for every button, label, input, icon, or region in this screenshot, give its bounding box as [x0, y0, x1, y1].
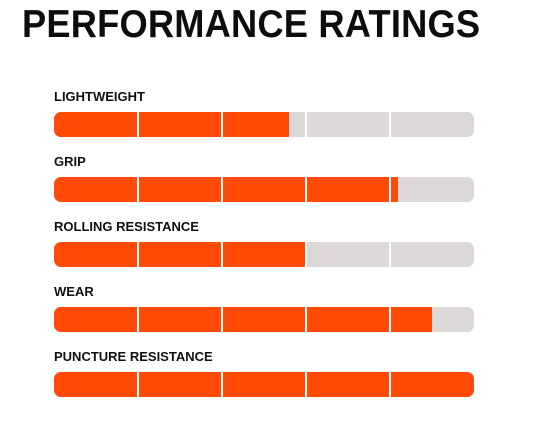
segment-divider [389, 242, 391, 267]
segment-divider [221, 307, 223, 332]
rating-rolling-resistance: ROLLING RESISTANCE [54, 218, 474, 283]
segment-divider [305, 307, 307, 332]
segment-divider [221, 242, 223, 267]
segment-divider [305, 177, 307, 202]
segment-divider [137, 242, 139, 267]
segment-divider [305, 242, 307, 267]
rating-label-lightweight: LIGHTWEIGHT [54, 89, 145, 104]
segment-divider [221, 372, 223, 397]
segment-divider [137, 372, 139, 397]
segment-divider [305, 112, 307, 137]
rating-wear: WEAR [54, 283, 474, 348]
segment-divider [389, 307, 391, 332]
rating-label-puncture-resistance: PUNCTURE RESISTANCE [54, 349, 213, 364]
rating-lightweight: LIGHTWEIGHT [54, 88, 474, 153]
segment-divider [221, 112, 223, 137]
rating-grip: GRIP [54, 153, 474, 218]
segment-divider [137, 307, 139, 332]
segment-divider [389, 112, 391, 137]
rating-label-wear: WEAR [54, 284, 94, 299]
rating-puncture-resistance: PUNCTURE RESISTANCE [54, 348, 474, 413]
rating-fill-wear [54, 307, 432, 332]
rating-fill-lightweight [54, 112, 290, 137]
rating-fill-grip [54, 177, 399, 202]
rating-bar-grip [54, 177, 474, 202]
rating-bar-wear [54, 307, 474, 332]
rating-label-rolling-resistance: ROLLING RESISTANCE [54, 219, 199, 234]
rating-fill-rolling-resistance [54, 242, 306, 267]
segment-divider [389, 177, 391, 202]
rating-fill-puncture-resistance [54, 372, 474, 397]
segment-divider [389, 372, 391, 397]
segment-divider [221, 177, 223, 202]
segment-divider [137, 112, 139, 137]
segment-divider [305, 372, 307, 397]
segment-divider [137, 177, 139, 202]
performance-ratings-chart: LIGHTWEIGHT GRIP ROLLING RESISTANCE WEAR… [54, 88, 474, 413]
rating-bar-puncture-resistance [54, 372, 474, 397]
rating-bar-lightweight [54, 112, 474, 137]
rating-label-grip: GRIP [54, 154, 86, 169]
page-title: PERFORMANCE RATINGS [22, 3, 481, 46]
rating-bar-rolling-resistance [54, 242, 474, 267]
